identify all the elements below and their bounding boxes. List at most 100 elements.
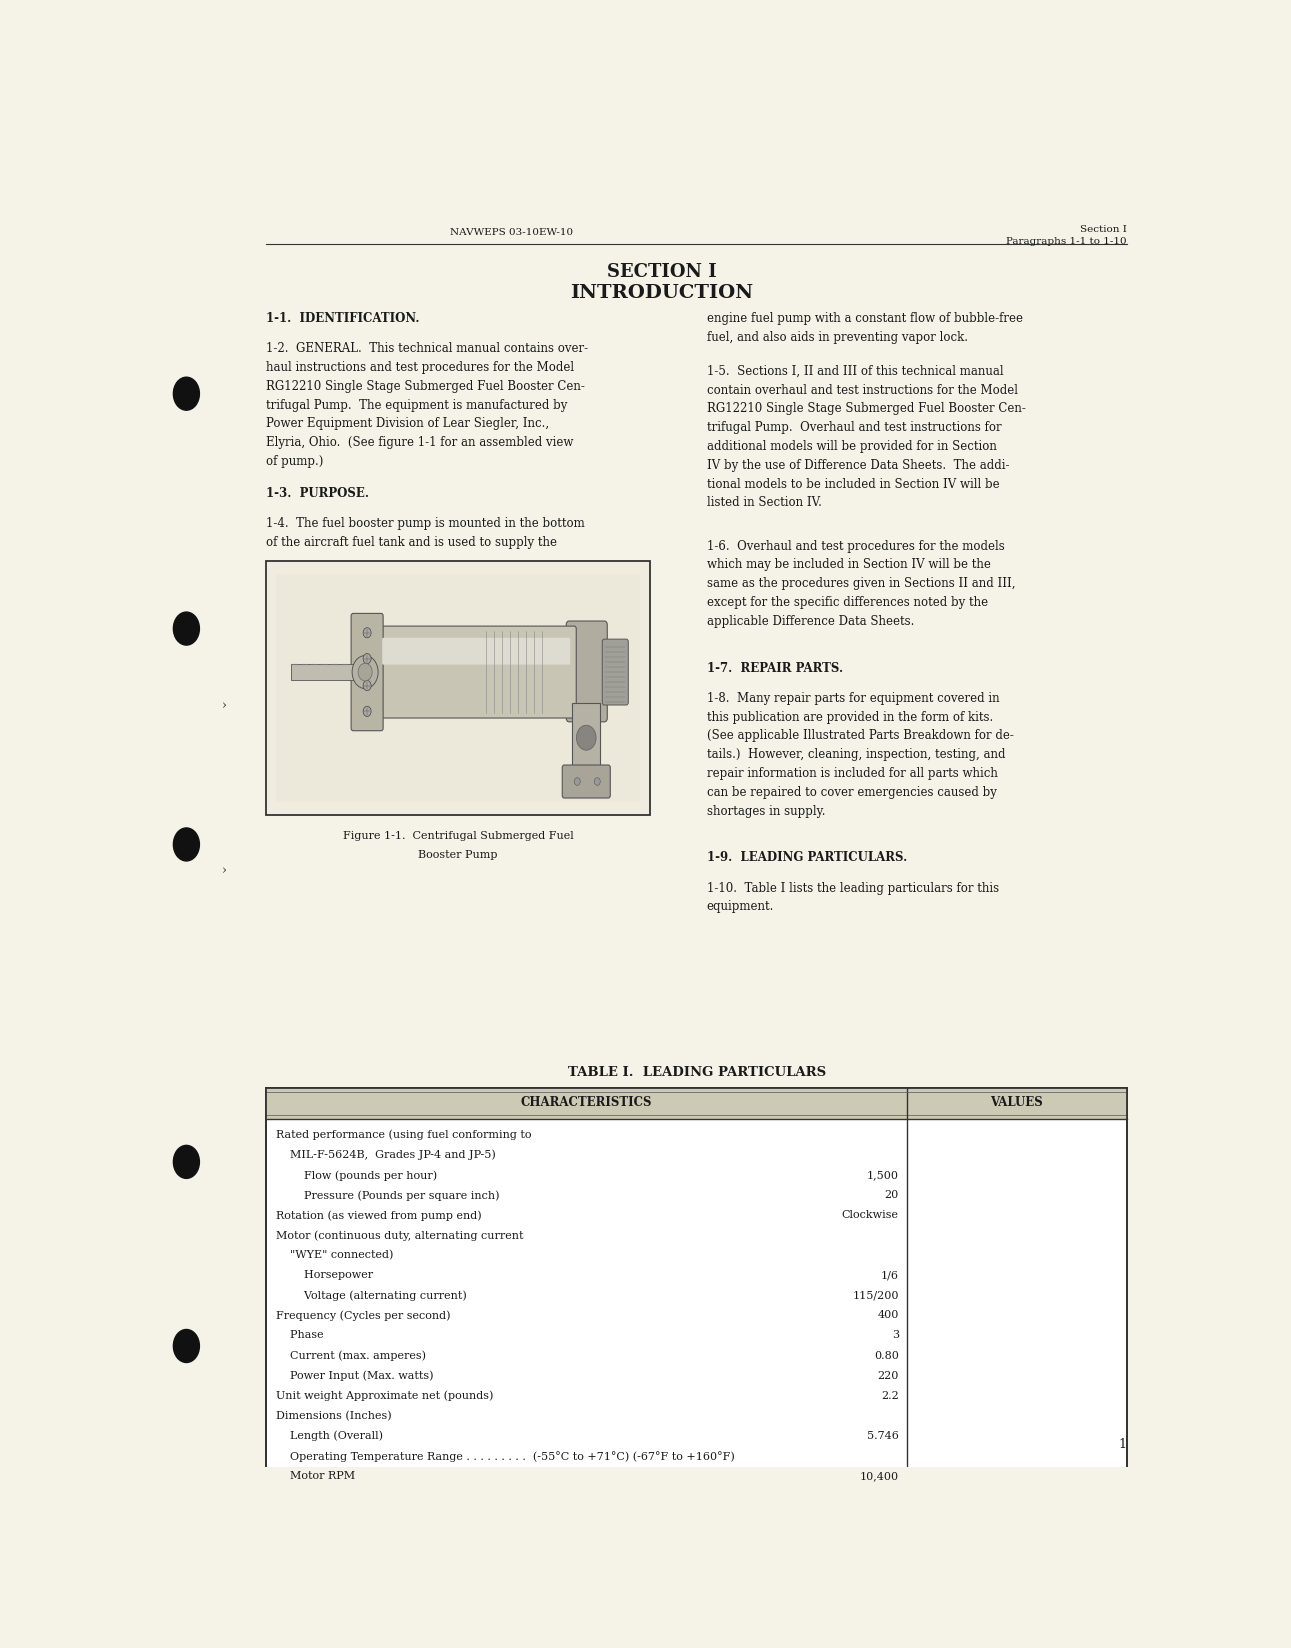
Text: (See applicable Illustrated Parts Breakdown for de-: (See applicable Illustrated Parts Breakd… [706, 728, 1013, 742]
Circle shape [363, 707, 371, 717]
Circle shape [574, 778, 580, 786]
Text: TABLE I.  LEADING PARTICULARS: TABLE I. LEADING PARTICULARS [568, 1066, 826, 1079]
Text: Paragraphs 1-1 to 1-10: Paragraphs 1-1 to 1-10 [1006, 236, 1127, 246]
Text: Booster Pump: Booster Pump [418, 850, 498, 860]
Text: 115/200: 115/200 [852, 1290, 899, 1300]
Text: Power Input (Max. watts): Power Input (Max. watts) [276, 1369, 434, 1381]
Text: except for the specific differences noted by the: except for the specific differences note… [706, 595, 988, 608]
Text: 3: 3 [892, 1330, 899, 1340]
Text: Figure 1-1.  Centrifugal Submerged Fuel: Figure 1-1. Centrifugal Submerged Fuel [342, 831, 573, 840]
Text: additional models will be provided for in Section: additional models will be provided for i… [706, 440, 997, 453]
Text: ROTATION: ROTATION [456, 674, 487, 679]
Circle shape [352, 656, 378, 689]
Text: 1-7.  REPAIR PARTS.: 1-7. REPAIR PARTS. [706, 661, 843, 674]
Text: listed in Section IV.: listed in Section IV. [706, 496, 821, 509]
Bar [276, 575, 639, 803]
Text: 1/6: 1/6 [880, 1269, 899, 1279]
Text: Power Equipment Division of Lear Siegler, Inc.,: Power Equipment Division of Lear Siegler… [266, 417, 550, 430]
Text: 5.746: 5.746 [866, 1430, 899, 1440]
Text: Dimensions (Inches): Dimensions (Inches) [276, 1411, 392, 1421]
Text: repair information is included for all parts which: repair information is included for all p… [706, 766, 998, 780]
Text: Pressure (Pounds per square inch): Pressure (Pounds per square inch) [276, 1190, 500, 1200]
Text: 1-1.  IDENTIFICATION.: 1-1. IDENTIFICATION. [266, 311, 420, 325]
Circle shape [358, 664, 372, 682]
Circle shape [363, 654, 371, 664]
Text: Operating Temperature Range . . . . . . . . .  (-55°C to +71°C) (-67°F to +160°F: Operating Temperature Range . . . . . . … [276, 1450, 735, 1460]
Text: trifugal Pump.  The equipment is manufactured by: trifugal Pump. The equipment is manufact… [266, 399, 568, 412]
FancyBboxPatch shape [603, 639, 629, 705]
Text: 220: 220 [878, 1369, 899, 1379]
Text: Voltage (alternating current): Voltage (alternating current) [276, 1290, 467, 1300]
Text: Frequency (Cycles per second): Frequency (Cycles per second) [276, 1310, 451, 1320]
Text: same as the procedures given in Sections II and III,: same as the procedures given in Sections… [706, 577, 1015, 590]
Text: Clockwise: Clockwise [842, 1210, 899, 1220]
FancyBboxPatch shape [567, 621, 607, 722]
Text: Horsepower: Horsepower [276, 1269, 373, 1279]
Text: of pump.): of pump.) [266, 455, 324, 468]
Text: tails.)  However, cleaning, inspection, testing, and: tails.) However, cleaning, inspection, t… [706, 748, 1006, 761]
Text: equipment.: equipment. [706, 900, 775, 913]
Text: RG12210 Single Stage Submerged Fuel Booster Cen-: RG12210 Single Stage Submerged Fuel Boos… [706, 402, 1025, 415]
Text: 1-2.  GENERAL.  This technical manual contains over-: 1-2. GENERAL. This technical manual cont… [266, 343, 589, 354]
Text: 1-9.  LEADING PARTICULARS.: 1-9. LEADING PARTICULARS. [706, 850, 906, 864]
FancyBboxPatch shape [376, 626, 576, 719]
Bar [266, 562, 649, 816]
FancyBboxPatch shape [351, 615, 383, 732]
Circle shape [594, 778, 600, 786]
Text: 1-4.  The fuel booster pump is mounted in the bottom: 1-4. The fuel booster pump is mounted in… [266, 517, 585, 529]
Text: fuel, and also aids in preventing vapor lock.: fuel, and also aids in preventing vapor … [706, 331, 968, 344]
Text: Rated performance (using fuel conforming to: Rated performance (using fuel conforming… [276, 1129, 532, 1140]
Text: applicable Difference Data Sheets.: applicable Difference Data Sheets. [706, 615, 914, 628]
Text: Elyria, Ohio.  (See figure 1-1 for an assembled view: Elyria, Ohio. (See figure 1-1 for an ass… [266, 437, 573, 448]
Text: 1-3.  PURPOSE.: 1-3. PURPOSE. [266, 486, 369, 499]
Text: 20: 20 [884, 1190, 899, 1200]
Bar [572, 704, 600, 773]
Text: 1-6.  Overhaul and test procedures for the models: 1-6. Overhaul and test procedures for th… [706, 539, 1004, 552]
Text: this publication are provided in the form of kits.: this publication are provided in the for… [706, 710, 993, 723]
Text: Motor (continuous duty, alternating current: Motor (continuous duty, alternating curr… [276, 1229, 524, 1239]
Text: 0.80: 0.80 [874, 1350, 899, 1360]
Text: can be repaired to cover emergencies caused by: can be repaired to cover emergencies cau… [706, 784, 997, 798]
Text: of the aircraft fuel tank and is used to supply the: of the aircraft fuel tank and is used to… [266, 536, 558, 549]
Text: Length (Overall): Length (Overall) [276, 1430, 383, 1440]
Circle shape [363, 681, 371, 691]
Circle shape [173, 613, 199, 646]
FancyBboxPatch shape [563, 766, 611, 799]
Text: 10,400: 10,400 [860, 1470, 899, 1480]
Text: Motor RPM: Motor RPM [276, 1470, 355, 1480]
Text: Section I: Section I [1081, 226, 1127, 234]
Text: 1-8.  Many repair parts for equipment covered in: 1-8. Many repair parts for equipment cov… [706, 691, 999, 704]
Text: NAVWEPS 03-10EW-10: NAVWEPS 03-10EW-10 [451, 227, 573, 237]
Text: MIL-F-5624B,  Grades JP-4 and JP-5): MIL-F-5624B, Grades JP-4 and JP-5) [276, 1149, 496, 1160]
Text: Current (max. amperes): Current (max. amperes) [276, 1350, 426, 1360]
Text: 1,500: 1,500 [866, 1170, 899, 1180]
Text: 400: 400 [878, 1310, 899, 1320]
Text: IV by the use of Difference Data Sheets.  The addi-: IV by the use of Difference Data Sheets.… [706, 458, 1010, 471]
Text: haul instructions and test procedures for the Model: haul instructions and test procedures fo… [266, 361, 574, 374]
Text: ›: › [222, 864, 226, 877]
Text: tional models to be included in Section IV will be: tional models to be included in Section … [706, 478, 999, 489]
Bar [266, 1089, 1127, 1500]
Text: RG12210 Single Stage Submerged Fuel Booster Cen-: RG12210 Single Stage Submerged Fuel Boos… [266, 379, 585, 392]
Text: 1-5.  Sections I, II and III of this technical manual: 1-5. Sections I, II and III of this tech… [706, 364, 1003, 377]
Bar [266, 1089, 1127, 1119]
Text: which may be included in Section IV will be the: which may be included in Section IV will… [706, 559, 990, 570]
Text: "WYE" connected): "WYE" connected) [276, 1249, 394, 1259]
Text: contain overhaul and test instructions for the Model: contain overhaul and test instructions f… [706, 384, 1017, 396]
Text: 1: 1 [1119, 1437, 1127, 1450]
Circle shape [577, 725, 596, 751]
Text: Unit weight Approximate net (pounds): Unit weight Approximate net (pounds) [276, 1389, 494, 1401]
Bar [290, 666, 358, 681]
Text: ›: › [222, 699, 226, 712]
Text: INTRODUCTION: INTRODUCTION [571, 283, 753, 302]
Text: Rotation (as viewed from pump end): Rotation (as viewed from pump end) [276, 1210, 482, 1220]
Text: shortages in supply.: shortages in supply. [706, 804, 825, 817]
Text: Flow (pounds per hour): Flow (pounds per hour) [276, 1170, 438, 1180]
Text: 2.2: 2.2 [880, 1389, 899, 1399]
Circle shape [173, 377, 199, 410]
Text: VALUES: VALUES [990, 1094, 1043, 1107]
Text: engine fuel pump with a constant flow of bubble-free: engine fuel pump with a constant flow of… [706, 311, 1022, 325]
Circle shape [173, 1145, 199, 1178]
Text: Phase: Phase [276, 1330, 324, 1340]
Text: 1-10.  Table I lists the leading particulars for this: 1-10. Table I lists the leading particul… [706, 882, 999, 893]
